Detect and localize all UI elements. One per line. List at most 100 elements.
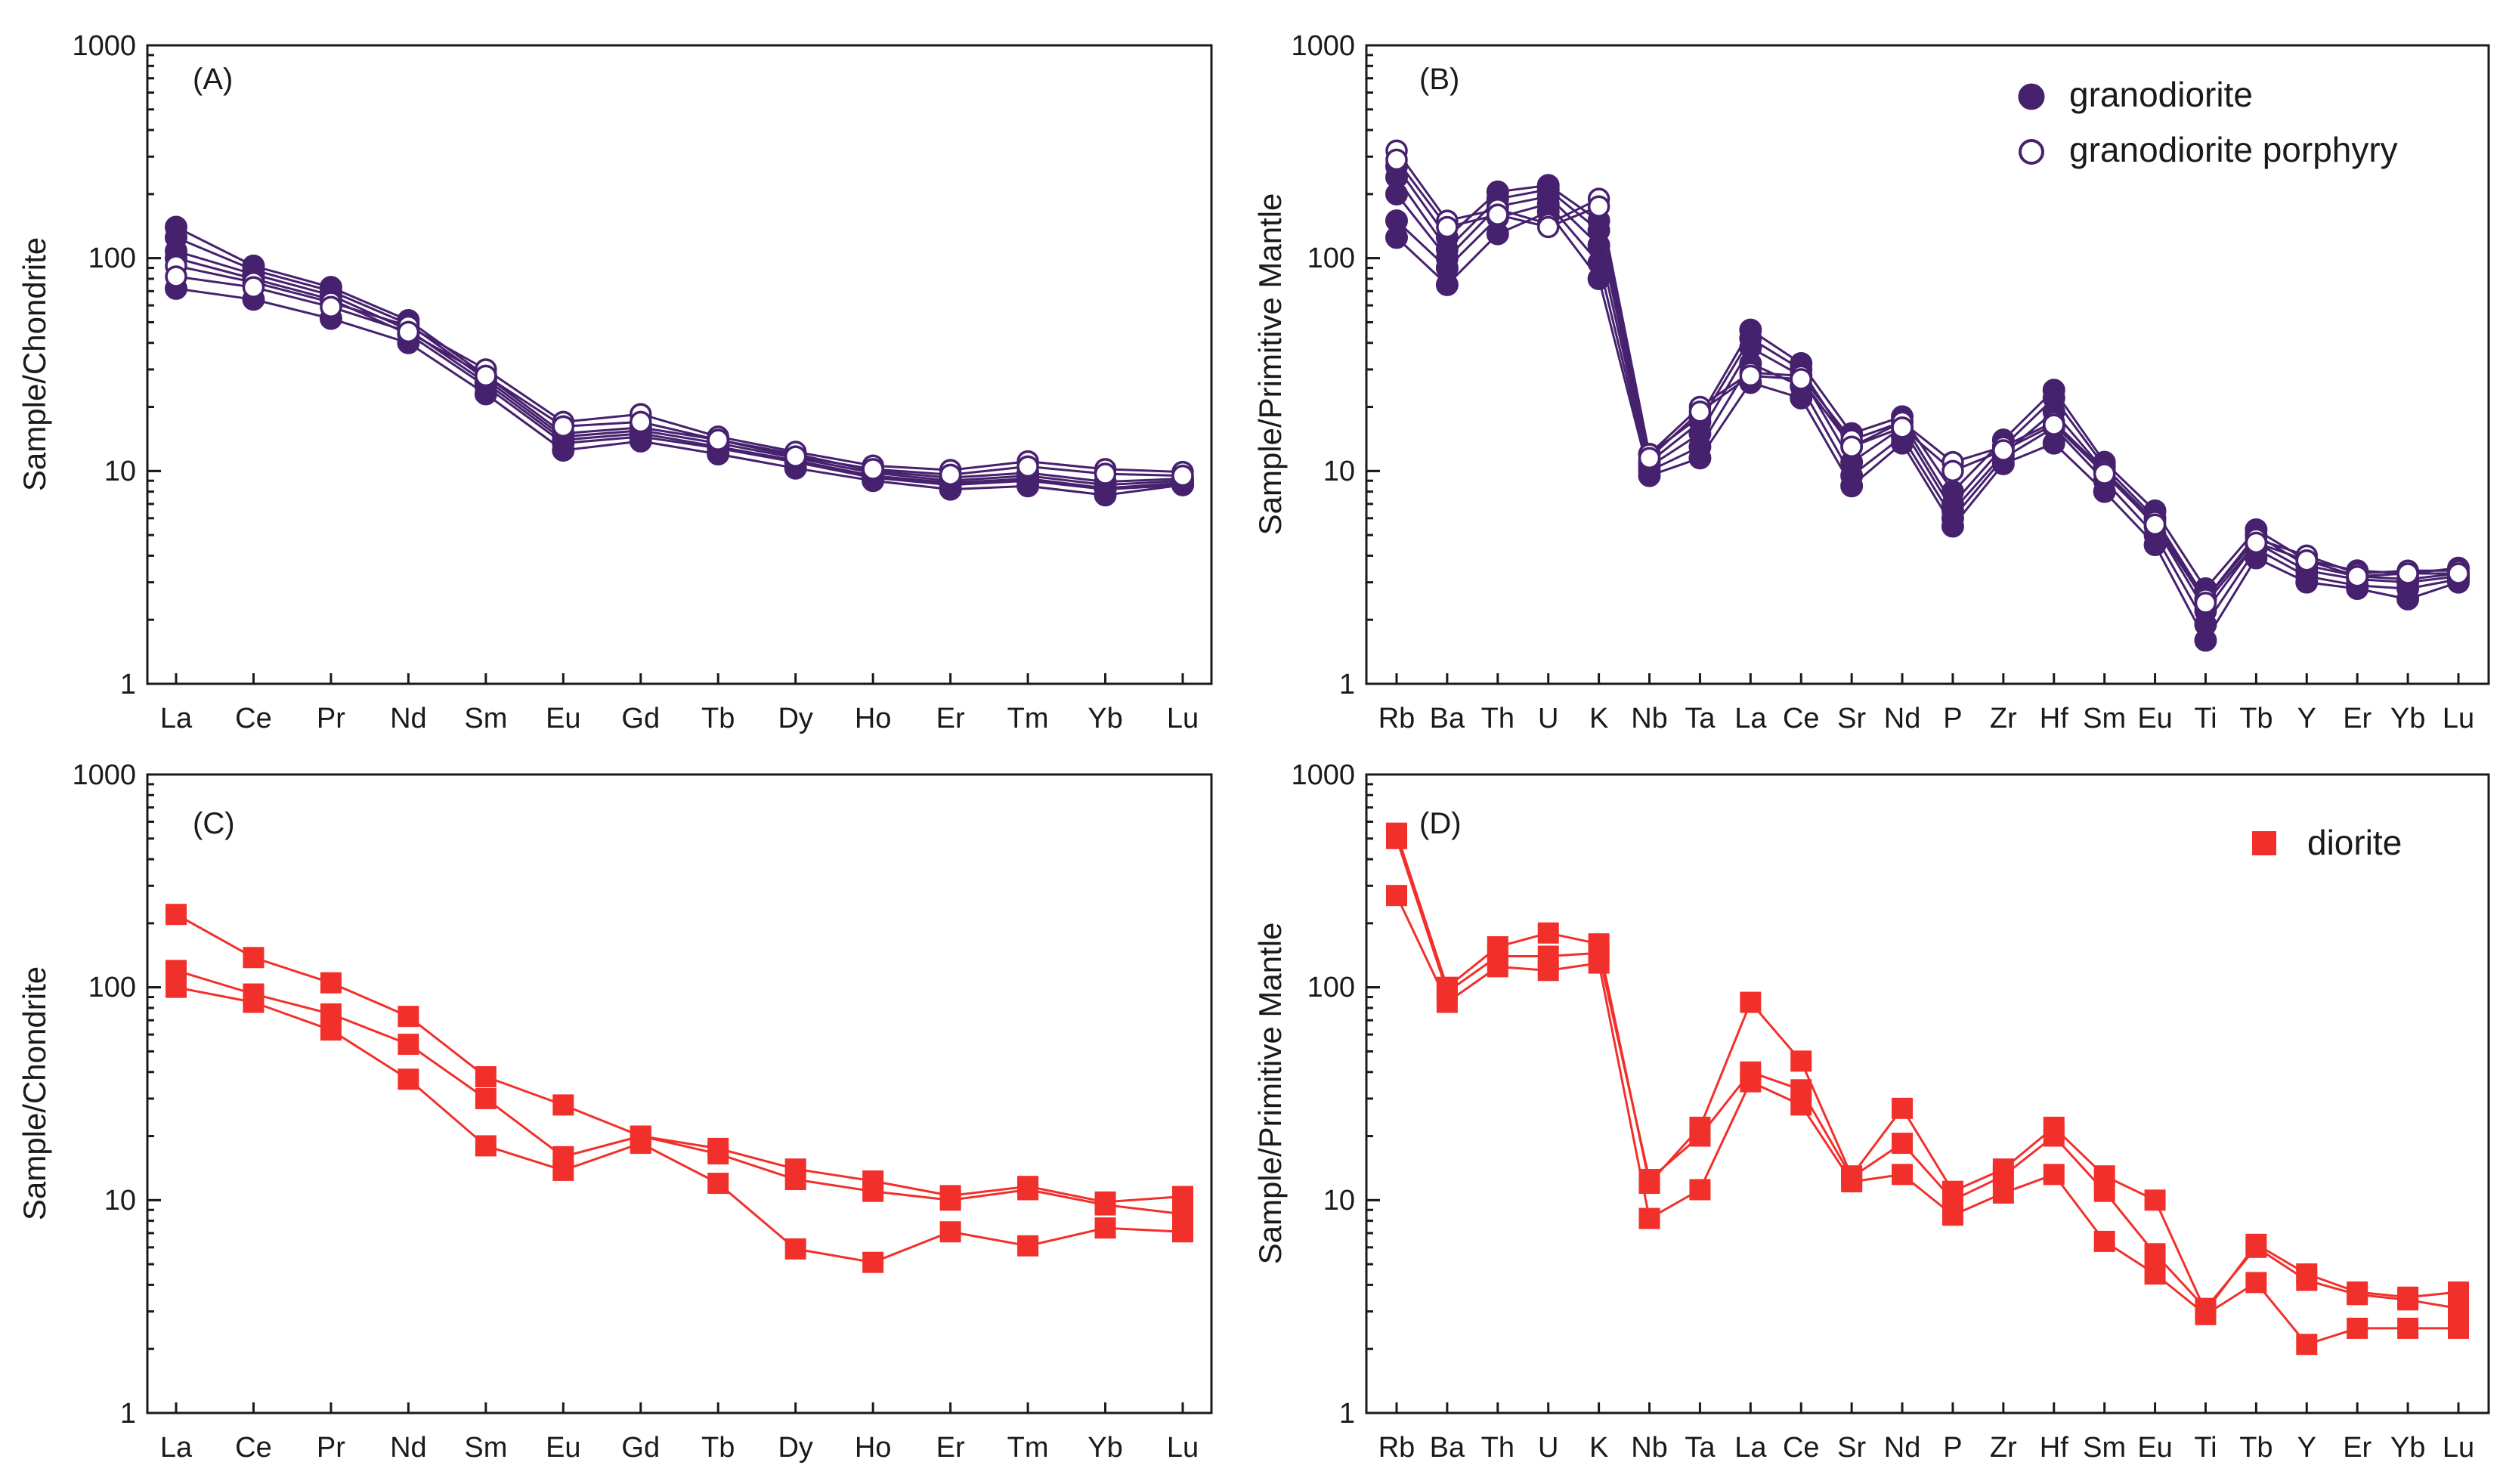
data-point bbox=[398, 1068, 419, 1090]
data-point bbox=[397, 320, 420, 344]
x-tick-label: Ba bbox=[1430, 1432, 1465, 1464]
x-tick-label: K bbox=[1589, 1432, 1608, 1464]
data-point bbox=[939, 463, 962, 487]
plot-frame-b bbox=[1365, 44, 2490, 685]
panel-b: (B) Sample/Primitive Mantle 1 10 100 100… bbox=[1252, 30, 2490, 734]
y-tick-label: 1 bbox=[120, 1398, 136, 1430]
x-tick-label: Pr bbox=[317, 703, 345, 734]
data-point bbox=[1017, 1179, 1039, 1201]
data-point bbox=[707, 1173, 729, 1195]
data-point bbox=[862, 458, 884, 481]
data-point bbox=[1487, 956, 1508, 978]
series-line bbox=[1395, 210, 2459, 642]
data-point bbox=[320, 1019, 342, 1041]
data-point bbox=[552, 415, 575, 438]
x-tick-label: U bbox=[1538, 703, 1558, 734]
data-point bbox=[1436, 991, 1458, 1013]
x-tick-label: Yb bbox=[2390, 703, 2425, 734]
data-point bbox=[1588, 952, 1610, 974]
series-line bbox=[1395, 203, 2459, 626]
y-tick-label: 100 bbox=[88, 972, 136, 1003]
x-tick-label: Ho bbox=[855, 703, 892, 734]
legend-d: diorite bbox=[2252, 823, 2402, 862]
data-point bbox=[2245, 1236, 2267, 1258]
data-point bbox=[1891, 416, 1914, 439]
x-tick-label: La bbox=[1734, 703, 1767, 734]
legend-label-diorite: diorite bbox=[2307, 823, 2402, 862]
x-tick-label: Ho bbox=[855, 1432, 892, 1464]
data-point bbox=[1386, 827, 1407, 849]
data-point bbox=[1790, 1050, 1812, 1072]
series-a bbox=[165, 215, 1194, 507]
legend-label-granodiorite-porphyry: granodiorite porphyry bbox=[2069, 130, 2398, 169]
legend-label-granodiorite: granodiorite bbox=[2069, 75, 2253, 114]
x-tick-label: Sr bbox=[1837, 703, 1866, 734]
data-point bbox=[1689, 1125, 1711, 1147]
data-point bbox=[2396, 562, 2419, 585]
data-point bbox=[1688, 400, 1712, 423]
series-line bbox=[1395, 165, 2459, 590]
data-point bbox=[1638, 447, 1661, 469]
data-point bbox=[1689, 1179, 1711, 1201]
x-tick-label: P bbox=[1943, 1432, 1962, 1464]
x-tick-label: Lu bbox=[1167, 703, 1199, 734]
data-point bbox=[2144, 1263, 2166, 1285]
data-point bbox=[1537, 960, 1559, 982]
plot-frame-d bbox=[1365, 773, 2490, 1414]
data-point bbox=[2448, 1297, 2469, 1319]
data-point bbox=[1587, 267, 1610, 290]
y-tick-label: 100 bbox=[88, 243, 136, 274]
data-point bbox=[784, 445, 807, 468]
data-point bbox=[2245, 1272, 2267, 1294]
series-line bbox=[1395, 895, 2458, 1346]
data-point bbox=[2093, 1230, 2115, 1252]
data-point bbox=[1172, 1203, 1193, 1225]
data-point bbox=[2093, 462, 2116, 485]
data-point bbox=[2194, 629, 2217, 652]
data-point bbox=[243, 947, 265, 969]
data-point bbox=[2397, 1317, 2419, 1339]
x-tick-label: Nb bbox=[1631, 1432, 1668, 1464]
series-line bbox=[175, 237, 1183, 487]
data-point bbox=[2295, 549, 2319, 572]
data-point bbox=[707, 1143, 729, 1165]
legend-marker-granodiorite bbox=[2018, 83, 2045, 110]
data-point bbox=[2347, 1284, 2368, 1306]
x-tick-label: La bbox=[160, 1432, 193, 1464]
data-point bbox=[1094, 462, 1117, 485]
x-tick-label: Nb bbox=[1631, 703, 1668, 734]
x-tick-label: Rb bbox=[1378, 1432, 1415, 1464]
series-line bbox=[175, 913, 1183, 1204]
series-b bbox=[1385, 139, 2470, 652]
legend-marker-granodiorite-porphyry bbox=[2019, 139, 2044, 165]
data-point bbox=[2144, 1243, 2166, 1265]
x-tick-label: Dy bbox=[778, 703, 812, 734]
series-line bbox=[1395, 833, 2459, 1313]
x-tick-label: Tb bbox=[2239, 1432, 2273, 1464]
x-tick-label: Ce bbox=[235, 703, 272, 734]
x-tick-label: Yb bbox=[1088, 703, 1122, 734]
data-point bbox=[1840, 435, 1863, 458]
data-point bbox=[1016, 455, 1039, 478]
y-tick-label: 10 bbox=[104, 456, 136, 487]
data-point bbox=[2245, 531, 2268, 555]
x-tick-label: Nd bbox=[390, 703, 427, 734]
data-point bbox=[1094, 1194, 1116, 1216]
axis-ticks-a bbox=[147, 54, 1184, 685]
x-tick-label: Nd bbox=[1884, 1432, 1921, 1464]
data-point bbox=[2043, 413, 2065, 436]
x-tick-label: Th bbox=[1481, 703, 1514, 734]
y-ticks-d: 1 10 100 1000 bbox=[1291, 759, 1355, 1430]
x-tick-label: Tm bbox=[1007, 1432, 1049, 1464]
panel-label-c: (C) bbox=[193, 807, 235, 840]
x-tick-label: Ti bbox=[2194, 703, 2217, 734]
x-tick-label: Gd bbox=[621, 1432, 660, 1464]
data-point bbox=[552, 1159, 574, 1181]
x-tick-label: Nd bbox=[390, 1432, 427, 1464]
x-tick-label: Eu bbox=[2137, 703, 2172, 734]
plot-frame-c bbox=[146, 773, 1213, 1414]
y-tick-label: 100 bbox=[1307, 972, 1355, 1003]
legend-b: granodiorite granodiorite porphyry bbox=[2018, 75, 2398, 169]
data-point bbox=[475, 1087, 497, 1109]
